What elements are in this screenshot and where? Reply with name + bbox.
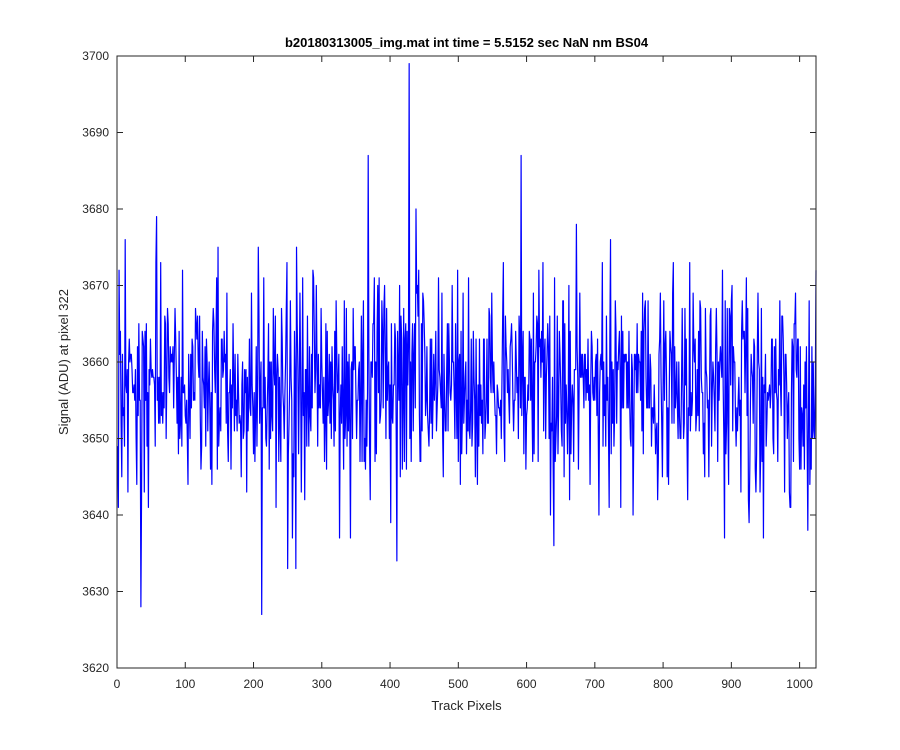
x-tick-label: 300 (312, 677, 332, 691)
x-tick-label: 100 (175, 677, 195, 691)
x-tick-label: 200 (244, 677, 264, 691)
y-tick-label: 3670 (82, 279, 109, 293)
y-tick-label: 3690 (82, 126, 109, 140)
y-tick-label: 3650 (82, 432, 109, 446)
x-axis-label: Track Pixels (431, 698, 502, 713)
x-tick-label: 900 (721, 677, 741, 691)
series-line (117, 63, 817, 616)
y-tick-label: 3680 (82, 202, 109, 216)
x-tick-label: 1000 (786, 677, 813, 691)
x-tick-label: 400 (380, 677, 400, 691)
x-tick-label: 700 (585, 677, 605, 691)
y-tick-label: 3640 (82, 508, 109, 522)
chart-title: b20180313005_img.mat int time = 5.5152 s… (285, 35, 649, 50)
x-tick-label: 600 (517, 677, 537, 691)
y-axis-label: Signal (ADU) at pixel 322 (56, 289, 71, 435)
y-tick-label: 3660 (82, 355, 109, 369)
series-layer (117, 63, 817, 616)
x-tick-label: 800 (653, 677, 673, 691)
x-tick-label: 0 (114, 677, 121, 691)
y-tick-label: 3700 (82, 49, 109, 63)
ticks-layer: 0 100 200 300 400 500 600 700 800 900 1000 3620 3630… (82, 49, 816, 691)
y-tick-label: 3620 (82, 661, 109, 675)
x-tick-label: 500 (448, 677, 468, 691)
axes-box (116, 55, 817, 669)
y-tick-label: 3630 (82, 585, 109, 599)
